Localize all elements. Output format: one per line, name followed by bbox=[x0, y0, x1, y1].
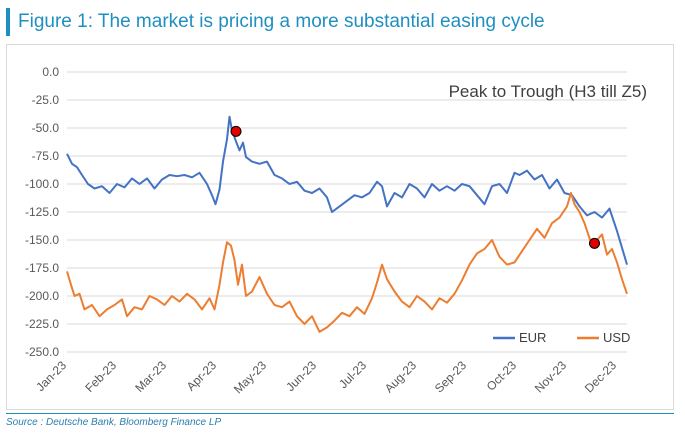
x-tick-label: Aug-23 bbox=[382, 358, 419, 395]
x-tick-label: Apr-23 bbox=[184, 358, 220, 394]
series-line-eur bbox=[66, 115, 628, 265]
marker-point-eur bbox=[230, 125, 242, 137]
x-tick-label: Mar-23 bbox=[132, 358, 169, 395]
y-tick-label: -200.0 bbox=[25, 289, 59, 303]
series-layer bbox=[66, 115, 628, 333]
marker-point-usd bbox=[589, 237, 600, 249]
x-tick-label: Jul-23 bbox=[336, 358, 369, 391]
y-tick-label: -150.0 bbox=[25, 233, 59, 247]
y-tick-label: -25.0 bbox=[32, 93, 60, 107]
series-line-usd bbox=[66, 192, 628, 333]
source-note: Source : Deutsche Bank, Bloomberg Financ… bbox=[6, 413, 674, 428]
x-tick-label: Feb-23 bbox=[82, 358, 119, 395]
y-tick-label: -75.0 bbox=[32, 149, 60, 163]
x-tick-label: May-23 bbox=[231, 358, 269, 396]
legend-label-usd: USD bbox=[603, 330, 630, 345]
x-axis-ticks: Jan-23 Feb-23 Mar-23 Apr-23 May-23 Jun-23 Jul-… bbox=[33, 358, 619, 396]
y-tick-label: -125.0 bbox=[25, 205, 59, 219]
figure-title: Figure 1: The market is pricing a more s… bbox=[6, 8, 674, 36]
grid-layer bbox=[67, 71, 627, 353]
chart-legend: EUR USD bbox=[493, 330, 630, 345]
y-tick-label: -225.0 bbox=[25, 317, 59, 331]
y-tick-label: -100.0 bbox=[25, 177, 59, 191]
x-tick-label: Nov-23 bbox=[532, 358, 569, 395]
y-tick-label: -175.0 bbox=[25, 261, 59, 275]
legend-label-eur: EUR bbox=[519, 330, 546, 345]
chart-frame: 0.0 -25.0 -50.0 -75.0 -100.0 -125.0 -150.0 -175… bbox=[6, 44, 674, 410]
x-tick-label: Jun-23 bbox=[283, 358, 319, 394]
x-tick-label: Dec-23 bbox=[582, 358, 619, 395]
x-tick-label: Jan-23 bbox=[33, 358, 69, 394]
marker-layer bbox=[230, 125, 600, 249]
y-tick-label: -50.0 bbox=[32, 121, 60, 135]
chart-svg: 0.0 -25.0 -50.0 -75.0 -100.0 -125.0 -150.0 -175… bbox=[25, 65, 647, 396]
x-tick-label: Sep-23 bbox=[432, 358, 469, 395]
y-axis-ticks: 0.0 -25.0 -50.0 -75.0 -100.0 -125.0 -150.0 -175… bbox=[25, 65, 59, 359]
y-tick-label: -250.0 bbox=[25, 345, 59, 359]
x-tick-label: Oct-23 bbox=[484, 358, 520, 394]
chart-annotation: Peak to Trough (H3 till Z5) bbox=[449, 82, 647, 101]
y-tick-label: 0.0 bbox=[42, 65, 59, 79]
